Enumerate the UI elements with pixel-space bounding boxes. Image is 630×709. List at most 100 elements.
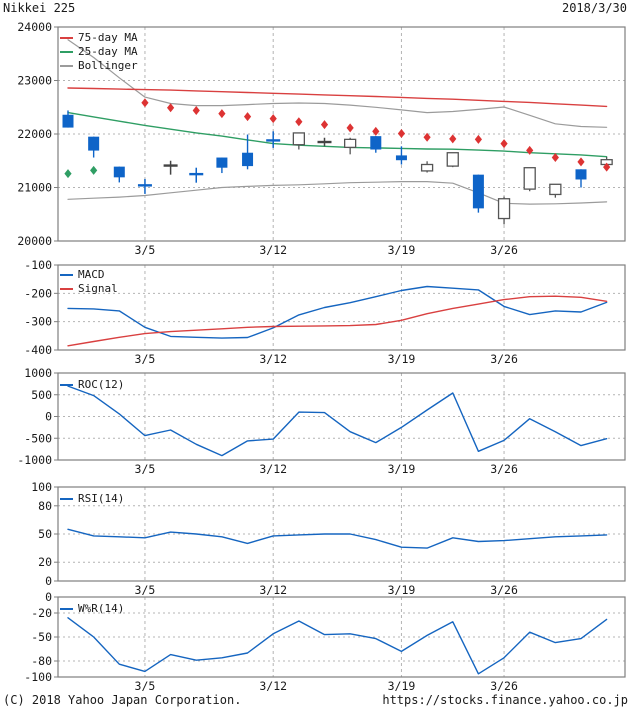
candle-2-28 xyxy=(62,110,74,128)
w-r-14--line xyxy=(67,617,608,675)
candle-body-up xyxy=(343,138,357,149)
y-tick-label: -300 xyxy=(24,315,52,329)
x-tick-label: 3/19 xyxy=(388,462,416,476)
candle-body-down xyxy=(62,114,74,128)
candle-body-up xyxy=(549,183,562,196)
roc-panel: 1000 500 0 -500 -1000 3/5 3/12 3/19 3/26 xyxy=(17,366,626,476)
x-tick-label: 3/5 xyxy=(135,462,156,476)
legend-item-25day-ma: 25-day MA xyxy=(60,45,138,59)
sar-diamond-above xyxy=(243,112,252,122)
legend-label: ROC(12) xyxy=(78,378,125,391)
y-tick-label: -80 xyxy=(31,654,52,668)
signal-line xyxy=(67,295,608,347)
sar-diamond-above xyxy=(218,109,226,119)
y-tick-label: 20 xyxy=(38,555,52,569)
price-panel: 24000 23000 22000 21000 20000 3/5 3/12 3/19 3/26 xyxy=(17,20,626,257)
legend-label: RSI(14) xyxy=(78,492,125,505)
candle-3-5 xyxy=(137,178,152,194)
y-tick-label: -500 xyxy=(24,431,52,445)
candle-3-29 xyxy=(575,169,587,188)
x-tick-label: 3/26 xyxy=(490,462,518,476)
y-tick-label: -20 xyxy=(31,606,52,620)
candle-body-up xyxy=(292,132,306,146)
x-tick-label: 3/26 xyxy=(490,583,518,597)
legend-label: Bollinger xyxy=(78,59,138,72)
candle-3-27 xyxy=(523,167,536,192)
sar-diamond-above xyxy=(346,123,354,133)
sar-diamond-above xyxy=(551,153,559,163)
bollinger-lower-line xyxy=(67,181,608,205)
x-tick-label: 3/5 xyxy=(135,583,156,597)
legend-item-roc: ROC(12) xyxy=(60,378,124,392)
y-tick-label: -100 xyxy=(24,258,52,272)
candle-3-12 xyxy=(266,131,281,148)
x-tick-label: 3/19 xyxy=(388,583,416,597)
sar-diamond-above xyxy=(577,157,585,167)
x-tick-label: 3/5 xyxy=(135,352,156,366)
line-swatch xyxy=(60,37,73,39)
sar-diamond-above xyxy=(397,128,406,138)
y-tick-label: -100 xyxy=(24,670,52,684)
candle-body-down xyxy=(242,152,254,167)
y-tick-label: 21000 xyxy=(17,181,52,195)
rsi-14--line xyxy=(67,528,608,549)
candle-body-up xyxy=(420,163,434,172)
x-tick-label: 3/5 xyxy=(135,243,156,257)
line-swatch xyxy=(60,498,73,500)
price-legend: 75-day MA 25-day MA Bollinger xyxy=(60,31,138,73)
y-tick-label: 80 xyxy=(38,499,52,513)
candle-3-9 xyxy=(242,134,254,170)
sar-diamond-above xyxy=(526,145,534,155)
x-tick-label: 3/19 xyxy=(388,679,416,693)
legend-item-75day-ma: 75-day MA xyxy=(60,31,138,45)
candle-body-down xyxy=(575,169,587,180)
x-tick-label: 3/12 xyxy=(259,462,287,476)
legend-label: 75-day MA xyxy=(78,31,138,44)
roc-legend: ROC(12) xyxy=(60,378,124,392)
sar-diamond-above xyxy=(500,139,508,149)
candle-3-23 xyxy=(472,174,484,213)
panel-border xyxy=(57,26,626,242)
x-tick-label: 3/19 xyxy=(388,243,416,257)
page-title: Nikkei 225 xyxy=(3,1,76,15)
y-tick-label: 500 xyxy=(31,388,52,402)
y-tick-label: 0 xyxy=(45,590,52,604)
source-url-text: https://stocks.finance.yahoo.co.jp xyxy=(382,693,628,707)
sar-diamond-above xyxy=(474,134,482,144)
y-tick-label: 50 xyxy=(38,527,52,541)
candle-3-7 xyxy=(189,167,204,183)
line-swatch xyxy=(60,288,73,290)
candle-body-down xyxy=(395,155,407,161)
y-tick-label: 100 xyxy=(31,480,52,494)
ma25-line xyxy=(67,111,608,158)
candle-3-19 xyxy=(395,146,407,165)
sar-diamond-above xyxy=(449,134,457,144)
legend-label: MACD xyxy=(78,268,105,281)
panel-border xyxy=(57,486,626,582)
panel-border xyxy=(57,264,626,351)
candle-3-28 xyxy=(549,183,562,198)
sar-diamond-above xyxy=(167,103,175,113)
wpr-legend: W%R(14) xyxy=(60,602,124,616)
y-tick-label: 20000 xyxy=(17,234,52,248)
y-tick-label: 0 xyxy=(45,410,52,424)
panel-border xyxy=(57,596,626,678)
y-tick-label: 22000 xyxy=(17,127,52,141)
copyright-text: (C) 2018 Yahoo Japan Corporation. xyxy=(3,693,242,707)
x-tick-label: 3/26 xyxy=(490,243,518,257)
candle-body-down xyxy=(370,136,382,150)
sar-diamond-above xyxy=(372,126,380,136)
candle-3-16 xyxy=(370,136,382,153)
legend-label: Signal xyxy=(78,282,118,295)
bollinger-upper-line xyxy=(67,39,608,128)
candle-body-down xyxy=(88,136,100,151)
y-tick-label: 0 xyxy=(45,574,52,588)
x-tick-label: 3/12 xyxy=(259,583,287,597)
sar-diamond-above xyxy=(141,98,149,108)
candle-body-up xyxy=(523,167,536,190)
candle-3-26 xyxy=(497,196,511,225)
candle-body-down xyxy=(113,166,125,178)
x-tick-label: 3/26 xyxy=(490,679,518,693)
